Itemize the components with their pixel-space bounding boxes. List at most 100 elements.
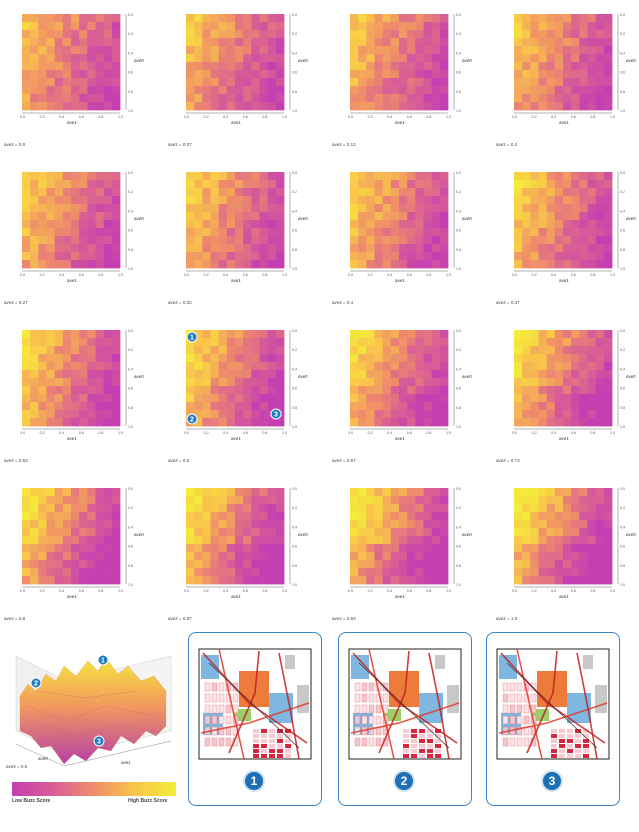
heatmap-cell [382,228,392,237]
heatmap-cell [514,568,523,577]
heatmap-cell [79,252,88,261]
heatmap-cell [522,488,531,497]
x-tick-label: 0.2 [532,273,537,277]
heatmap-cell [103,86,113,95]
heatmap-cell [603,370,613,379]
heatmap-cell [218,236,228,245]
heatmap-cell [571,386,580,395]
heatmap-cell [103,196,113,205]
heatmap-cell [202,244,211,253]
y-tick-label: 0.2 [292,32,297,36]
heatmap-cell [79,14,88,23]
heatmap-cell [30,94,39,103]
heatmap-cell [275,62,285,71]
heatmap-cell [546,62,556,71]
heatmap-cell [530,204,539,213]
heatmap-cell [587,402,597,411]
heatmap-cell [603,576,613,585]
heatmap-cell [243,220,252,229]
heatmap-cell [54,70,64,79]
x-tick-label: 0.6 [79,115,84,119]
heatmap-cell [554,196,564,205]
heatmap-cell [218,512,228,521]
heatmap-cell [538,544,548,553]
heatmap-cell [587,536,597,545]
heatmap-cell [514,38,523,47]
y-tick-label: 0.6 [620,545,625,549]
heatmap-cell [87,46,96,55]
heatmap-cell [111,38,121,47]
heatmap-cell [554,496,564,505]
heatmap-cell [595,228,605,237]
heatmap-cell [407,14,416,23]
x-tick-label: 1.0 [446,589,451,593]
heatmap-cell [62,30,72,39]
heatmap-cell [350,560,359,569]
heatmap-cell [431,236,441,245]
heatmap-cell [554,180,564,189]
heatmap-cell [186,46,195,55]
heatmap-panel: 0.0 0.0 0.2 0.2 0.4 0.4 0.6 0.6 0.8 0.8 1.0 1.0 ave1… [494,2,639,152]
heatmap-cell [514,418,523,427]
heatmap-cell [439,576,449,585]
heatmap-cell [522,386,531,395]
heatmap-cell [275,394,285,403]
heatmap-cell [71,568,80,577]
heatmap-cell [54,46,64,55]
heatmap-cell [423,544,433,553]
heatmap-cell [514,362,523,371]
heatmap-cell [431,496,441,505]
heatmap-cell [251,496,260,505]
heatmap-cell [522,244,531,253]
heatmap-cell [46,14,56,23]
x-tick-label: 0.6 [79,431,84,435]
heatmap-cell [267,362,277,371]
x-tick-label: 1.0 [282,431,287,435]
heatmap-cell [382,378,392,387]
heatmap-cell [62,418,72,427]
heatmap-cell [218,346,228,355]
heatmap-cell [87,228,96,237]
heatmap-cell [186,488,195,497]
heatmap-cell [374,62,384,71]
heatmap-panel: 0.0 0.0 0.2 0.2 0.4 0.4 0.6 0.6 0.8 0.8 1.0 1.0 ave1… [330,476,480,626]
heatmap-cell [30,552,39,561]
heatmap-cell [46,102,56,111]
x-tick-label: 0.4 [551,589,556,593]
heatmap-cell [350,362,359,371]
heatmap-cell [95,410,105,419]
heatmap-cell [79,402,88,411]
heatmap-cell [603,252,613,261]
heatmap-cell [87,410,96,419]
heatmap-cell [95,188,105,197]
heatmap-cell [514,180,523,189]
map-number-badge: 3 [541,770,563,792]
x-tick-label: 0.4 [551,273,556,277]
heatmap-cell [358,560,367,569]
heatmap-cell [95,394,105,403]
heatmap-cell [563,552,572,561]
heatmap-cell [538,70,548,79]
heatmap-cell [111,576,121,585]
heatmap-cell [251,212,260,221]
heatmap-cell [259,196,269,205]
x-tick-label: 0.6 [571,273,576,277]
heatmap-cell [382,180,392,189]
heatmap-cell [202,78,211,87]
heatmap-cell [275,560,285,569]
heatmap-cell [259,260,269,269]
heatmap-cell [202,528,211,537]
heatmap-cell [530,528,539,537]
heatmap-cell [603,236,613,245]
heatmap-cell [595,86,605,95]
heatmap-cell [399,576,408,585]
y-tick-label: 1.0 [292,267,297,271]
heatmap-cell [423,244,433,253]
heatmap-cell [415,102,424,111]
heatmap-cell [407,220,416,229]
heatmap-cell [95,576,105,585]
heatmap-cell [235,418,244,427]
heatmap-cell [390,330,400,339]
x-tick-label: 0.8 [262,273,267,277]
heatmap-cell [431,78,441,87]
